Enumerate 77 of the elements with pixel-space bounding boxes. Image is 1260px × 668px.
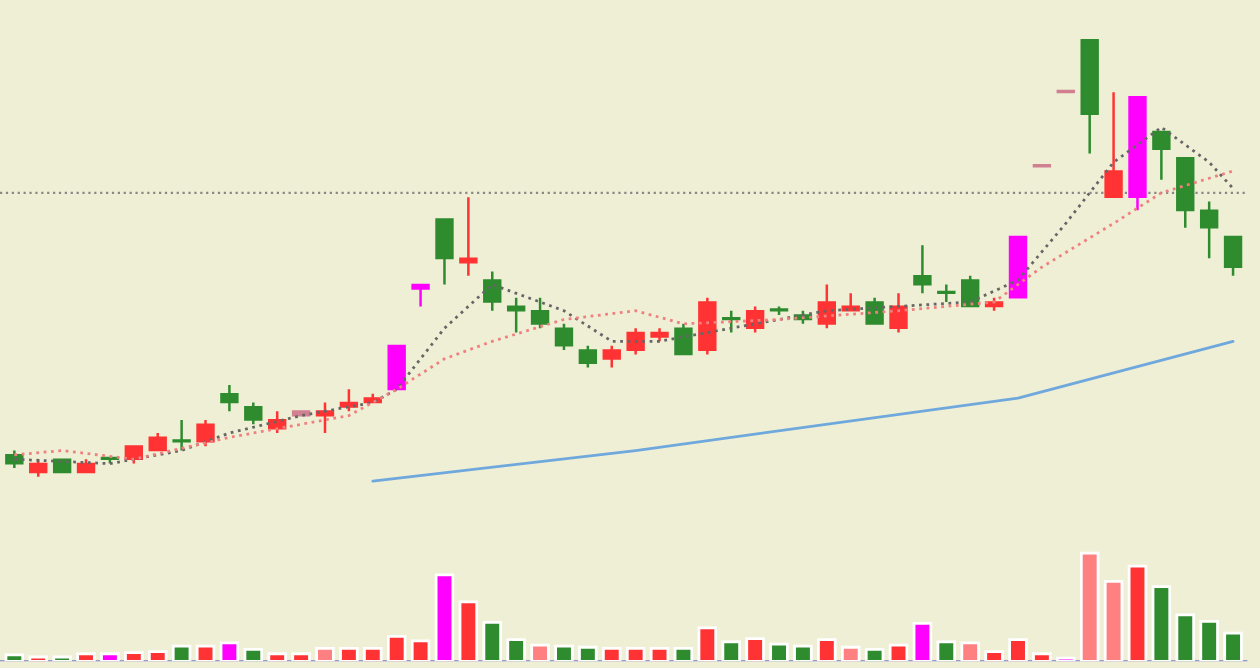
bar [1175,613,1196,662]
bar [864,648,885,662]
candlestick [387,344,406,391]
bar [1127,564,1148,662]
bar [434,573,455,662]
candlestick [220,383,239,413]
bar [1032,652,1052,662]
bar [936,640,957,662]
candlestick [626,326,645,356]
candlestick [1223,235,1243,278]
bar [291,652,311,662]
bar [984,650,1004,662]
bar [458,600,479,662]
bar [697,626,718,662]
candlestick [1199,200,1219,260]
candlestick [411,283,430,308]
bar [673,646,694,662]
bar [817,638,837,662]
bar [793,644,813,662]
bar [339,646,359,662]
candlestick [722,309,741,334]
candlestick [506,296,526,334]
bar [52,655,72,662]
candlestick [172,418,191,452]
candlestick [530,296,550,330]
bar [1079,551,1100,662]
candlestick [483,270,502,312]
bar [602,646,622,662]
bar [1008,638,1028,662]
candlestick [913,243,932,295]
candlestick [1104,91,1123,199]
bar [578,645,598,662]
bar [1103,579,1124,662]
bar [363,646,383,662]
bar [76,652,96,662]
bar [482,621,503,662]
bar [840,645,861,662]
candlestick [435,217,454,286]
bar [195,644,216,662]
bar [506,638,526,662]
bar [554,644,574,662]
bar [267,652,287,662]
candlestick [459,195,478,278]
bar [147,650,168,662]
candlestick [817,283,837,330]
bar [1223,631,1243,662]
bar [1199,619,1219,662]
bar [721,640,741,662]
bar [171,644,192,662]
bar [315,646,335,662]
bar [769,642,789,662]
bar [28,655,48,662]
bar [530,643,550,662]
candlestick [602,344,621,369]
bar [219,641,240,662]
bar [745,637,765,662]
candlestick [196,418,215,448]
bar [124,651,144,662]
candlestick [889,292,908,334]
bar [410,639,431,662]
candlestick [578,344,598,369]
bar [960,641,980,662]
bar [4,653,25,662]
candlestick [865,296,884,326]
bar [912,622,933,662]
candlestick [1152,130,1171,181]
bar [386,635,407,662]
candlestick [244,401,263,426]
bar [625,646,646,662]
bar [100,652,120,662]
bar [1151,585,1172,662]
bar [243,648,264,662]
candlestick [937,283,956,304]
bar [649,646,670,662]
candlestick [674,322,693,356]
bar [888,643,909,662]
candlestick [554,322,574,352]
